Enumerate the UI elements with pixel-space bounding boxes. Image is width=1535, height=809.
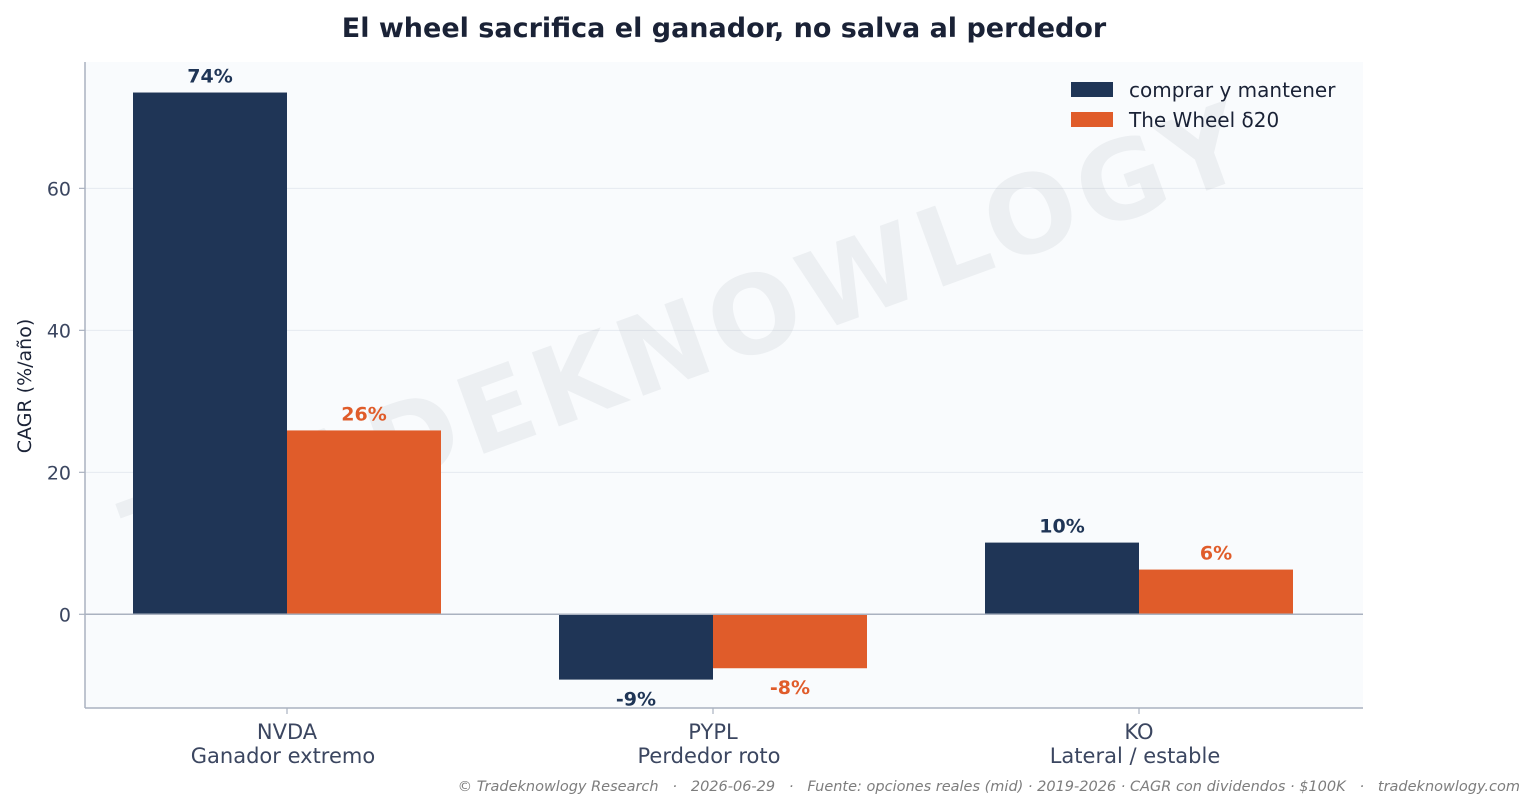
footer-credit: © Tradeknowlogy Research · 2026-06-29 · … xyxy=(458,779,1520,795)
x-tick-sublabel: Perdedor roto xyxy=(638,744,781,768)
data-label: 6% xyxy=(1200,543,1232,565)
x-tick-sublabel: Lateral / estable xyxy=(1050,744,1221,768)
x-tick-label: PYPL xyxy=(688,720,738,744)
bar-pypl-series-2 xyxy=(713,614,867,669)
bar-nvda-series-2 xyxy=(287,430,441,615)
legend-entry: comprar y mantener xyxy=(1129,78,1336,102)
x-tick-label: NVDA xyxy=(257,720,318,744)
bar-ko-series-1 xyxy=(985,542,1139,615)
chart-title: El wheel sacrifica el ganador, no salva … xyxy=(342,13,1107,44)
y-axis-label: CAGR (%/año) xyxy=(14,319,36,453)
x-tick-label: KO xyxy=(1124,720,1153,744)
bar-nvda-series-1 xyxy=(133,92,287,615)
y-tick-label: 20 xyxy=(47,462,71,484)
axes xyxy=(84,62,1363,709)
data-label: 26% xyxy=(341,403,386,425)
data-label: 10% xyxy=(1039,516,1084,538)
data-label: 74% xyxy=(187,66,232,88)
legend-swatch xyxy=(1071,82,1113,97)
y-tick-label: 60 xyxy=(47,178,71,200)
y-ticks: 0 20 40 60 xyxy=(47,178,85,626)
y-tick-label: 0 xyxy=(59,604,71,626)
legend-swatch xyxy=(1071,112,1113,127)
data-labels: 74% -9% 10% 26% -8% 6% xyxy=(187,66,1232,711)
bar-pypl-series-1 xyxy=(559,614,713,680)
bars xyxy=(85,92,1363,680)
data-label: -8% xyxy=(770,677,810,699)
legend-entry: The Wheel δ20 xyxy=(1128,108,1279,132)
data-label: -9% xyxy=(616,689,656,711)
x-tick-sublabel: Ganador extremo xyxy=(191,744,375,768)
legend: comprar y mantener The Wheel δ20 xyxy=(1071,78,1336,132)
y-tick-label: 40 xyxy=(47,320,71,342)
bar-ko-series-2 xyxy=(1139,569,1293,615)
